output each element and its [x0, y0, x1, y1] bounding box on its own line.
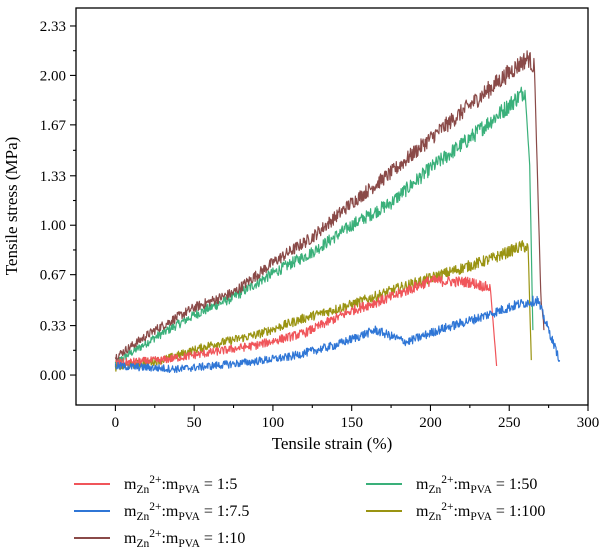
y-tick-label: 0.33 [40, 319, 66, 335]
series-line-1-50 [114, 86, 534, 365]
series-line-1-5 [114, 275, 498, 367]
y-tick-label: 1.67 [40, 118, 67, 134]
y-axis-title: Tensile stress (MPa) [2, 137, 21, 276]
y-tick-label: 2.33 [40, 19, 66, 35]
y-tick-label: 0.00 [40, 368, 66, 384]
legend-label: mZn2+:mPVA = 1:100 [416, 501, 545, 523]
x-tick-label: 100 [262, 415, 285, 431]
legend-label: mZn2+:mPVA = 1:5 [124, 474, 237, 496]
x-tick-label: 150 [340, 415, 363, 431]
x-tick-label: 200 [419, 415, 442, 431]
legend-label: mZn2+:mPVA = 1:10 [124, 528, 245, 550]
legend-label: mZn2+:mPVA = 1:50 [416, 474, 537, 496]
x-tick-label: 0 [112, 415, 120, 431]
x-tick-label: 50 [187, 415, 202, 431]
series-line-1-7-5 [114, 295, 561, 374]
plot-frame [75, 7, 589, 406]
series-line-1-100 [114, 240, 532, 372]
series-layer [114, 50, 561, 374]
x-axis-title: Tensile strain (%) [272, 434, 393, 453]
series-line-1-10 [114, 50, 545, 361]
x-axis: 0 50 100 150 200 250 300 [112, 405, 600, 431]
legend-label: mZn2+:mPVA = 1:7.5 [124, 501, 249, 523]
y-tick-label: 1.00 [40, 218, 66, 234]
y-tick-label: 1.33 [40, 169, 66, 185]
y-axis: 0.00 0.33 0.67 1.00 1.33 1.67 2.00 2.33 [40, 19, 76, 384]
y-tick-label: 0.67 [40, 268, 67, 284]
y-tick-label: 2.00 [40, 68, 66, 84]
x-tick-label: 300 [577, 415, 600, 431]
x-tick-label: 250 [498, 415, 521, 431]
legend: mZn2+:mPVA = 1:5 mZn2+:mPVA = 1:7.5 mZn2+:… [74, 474, 545, 550]
